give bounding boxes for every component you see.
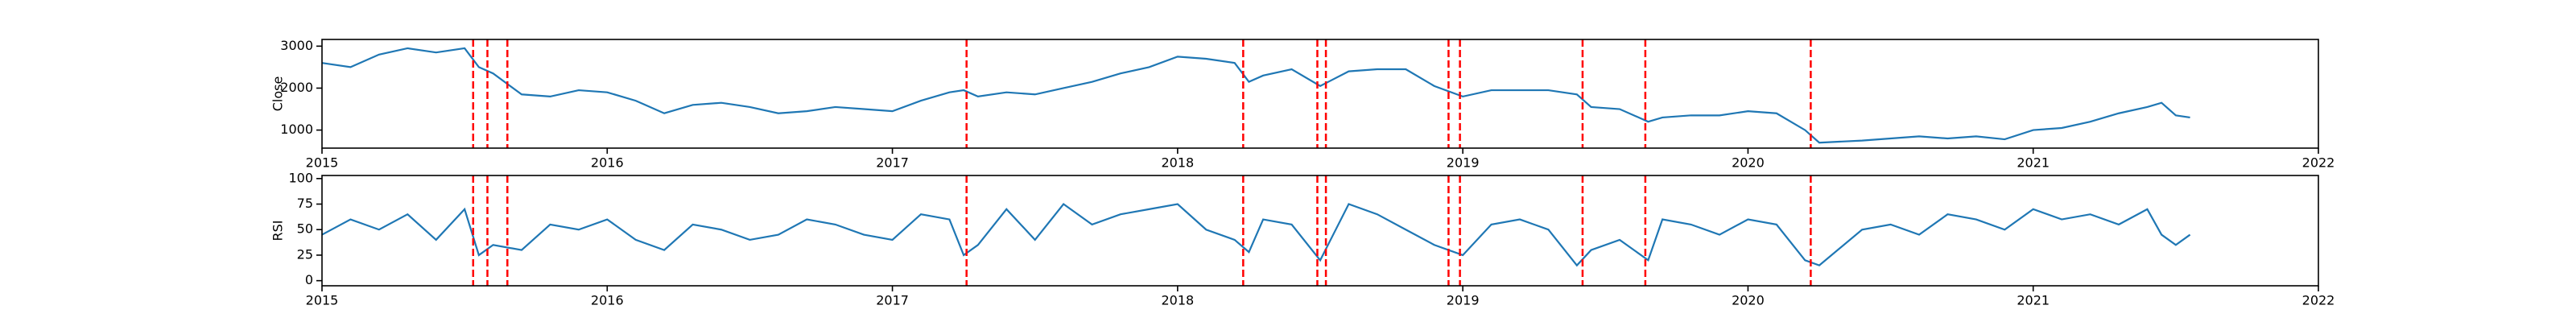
x-tick-label: 2021 (2017, 155, 2050, 171)
y-axis-label: Close (270, 76, 286, 112)
axes-frame (321, 39, 2319, 149)
y-tick-label: 2000 (280, 80, 313, 95)
x-tick-label: 2015 (306, 155, 339, 171)
y-tick-label: 100 (288, 170, 313, 185)
y-tick-label: 0 (305, 272, 313, 287)
x-tick-label: 2019 (1447, 155, 1480, 171)
x-tick-label: 2020 (1732, 293, 1765, 308)
y-tick-label: 1000 (280, 122, 313, 137)
axes-background (322, 175, 2318, 286)
axes-frame (321, 175, 2319, 287)
x-tick-label: 2022 (2302, 155, 2335, 171)
axes-background (322, 39, 2318, 148)
x-tick-label: 2017 (876, 293, 909, 308)
line-series (321, 47, 2190, 144)
y-tick-label: 3000 (280, 38, 313, 53)
x-tick-label: 2020 (1732, 155, 1765, 171)
x-tick-label: 2018 (1161, 155, 1194, 171)
y-tick-label: 75 (297, 196, 313, 211)
x-tick-label: 2018 (1161, 293, 1194, 308)
x-tick-label: 2016 (591, 293, 624, 308)
x-tick-label: 2015 (306, 293, 339, 308)
x-tick-label: 2016 (591, 155, 624, 171)
x-tick-label: 2022 (2302, 293, 2335, 308)
line-series (321, 203, 2191, 267)
y-axis-label: RSI (270, 221, 286, 242)
x-tick-label: 2021 (2017, 293, 2050, 308)
y-tick-label: 25 (297, 246, 313, 262)
y-tick-label: 50 (297, 221, 313, 237)
x-tick-label: 2017 (876, 155, 909, 171)
x-tick-label: 2019 (1447, 293, 1480, 308)
